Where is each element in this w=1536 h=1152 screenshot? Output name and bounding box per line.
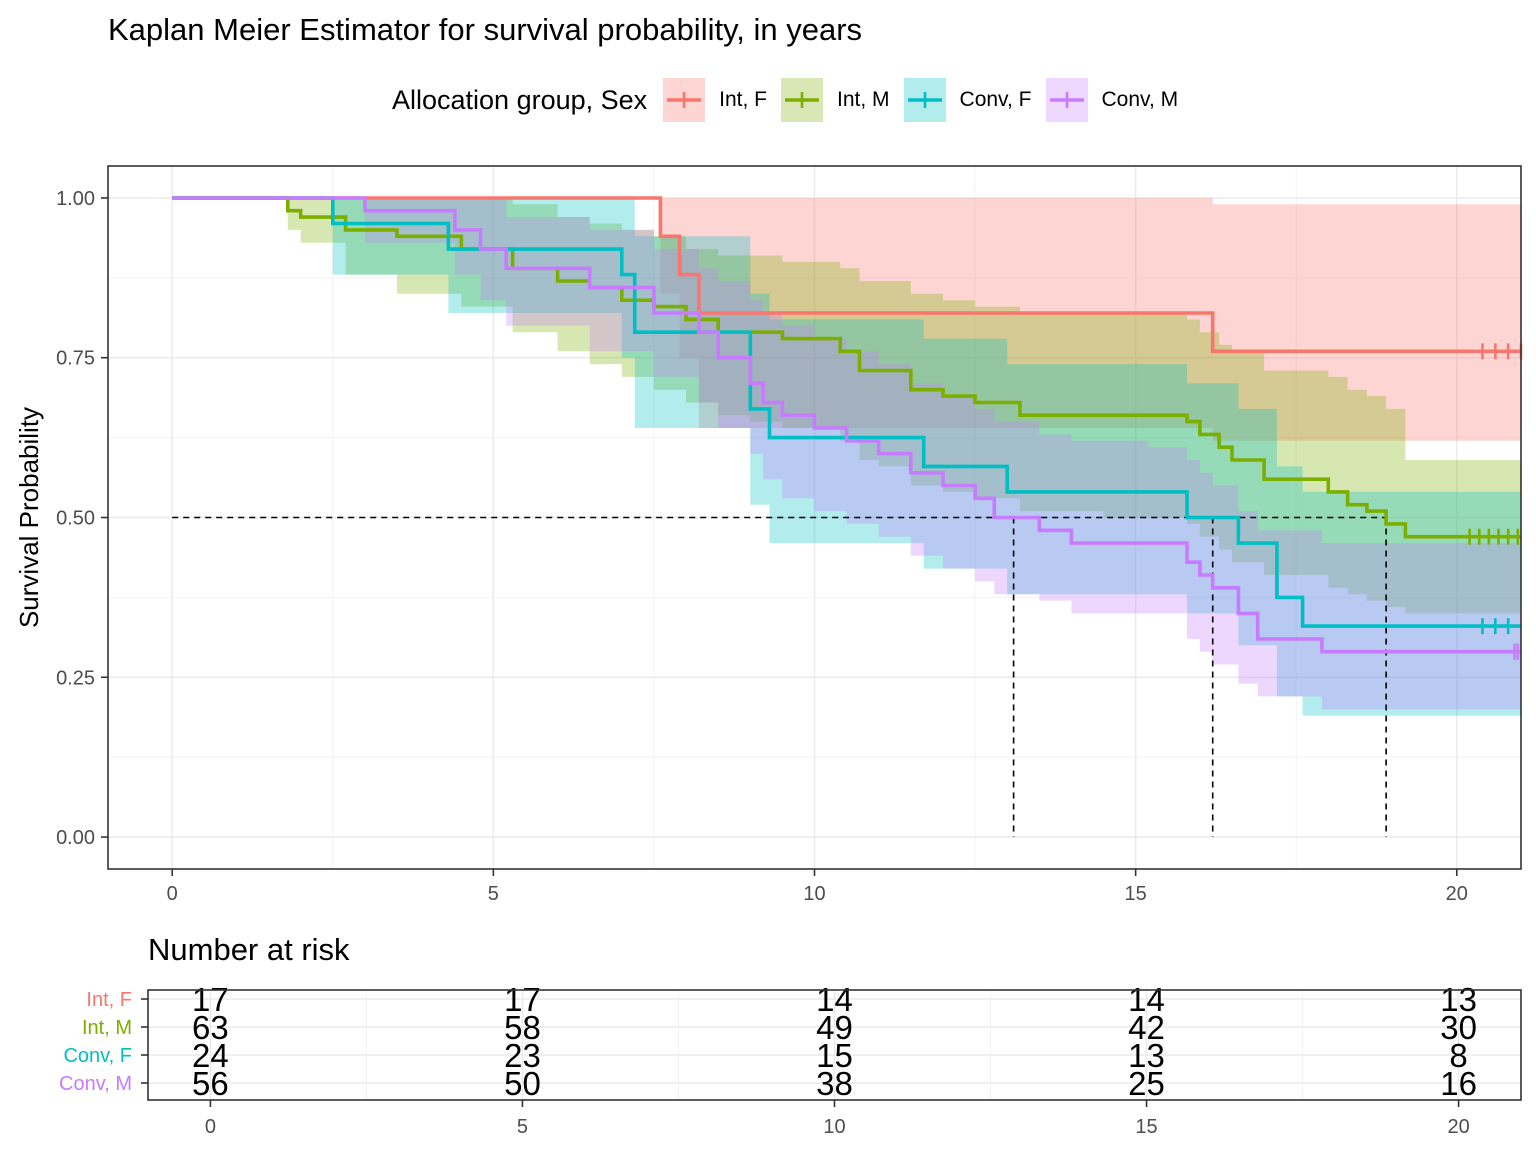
y-tick-label: 0.50 bbox=[56, 508, 95, 530]
legend-label-conv-f: Conv, F bbox=[959, 88, 1032, 111]
confidence-band-conv-f bbox=[172, 198, 1522, 716]
risk-count-conv-m: 38 bbox=[816, 1065, 853, 1102]
risk-count-int-m: 63 bbox=[192, 1009, 229, 1046]
confidence-band-conv-m bbox=[172, 198, 1522, 710]
y-tick-label: 0.00 bbox=[56, 827, 95, 849]
risk-count-conv-f: 15 bbox=[816, 1037, 853, 1074]
y-tick-label: 1.00 bbox=[56, 188, 95, 210]
legend-key-graphic bbox=[663, 78, 706, 122]
confidence-band-int-f bbox=[172, 198, 1522, 441]
legend-label-conv-m: Conv, M bbox=[1101, 88, 1179, 111]
risk-count-int-m: 30 bbox=[1440, 1009, 1477, 1046]
x-tick-label: 10 bbox=[803, 883, 825, 905]
y-tick-label: 0.25 bbox=[56, 667, 95, 689]
legend-key-graphic bbox=[1045, 78, 1088, 122]
survival-plot: 0 5 10 15 20 0.00 0.25 0.50 0.75 1.00 Survival Pro… bbox=[14, 165, 1523, 905]
risk-count-int-m: 42 bbox=[1128, 1009, 1165, 1046]
legend-key-int-m bbox=[781, 78, 824, 122]
risk-x-tick-label: 5 bbox=[517, 1116, 528, 1138]
risk-count-conv-m: 25 bbox=[1128, 1065, 1165, 1102]
survival-curve-int-f bbox=[172, 196, 1521, 354]
risk-row-label-conv-f: Conv, F bbox=[63, 1045, 132, 1067]
risk-x-tick-label: 10 bbox=[823, 1116, 845, 1138]
y-tick-label: 0.75 bbox=[56, 348, 95, 370]
risk-row-label-int-m: Int, M bbox=[82, 1017, 132, 1039]
risk-count-conv-m: 50 bbox=[504, 1065, 541, 1102]
x-tick-label: 0 bbox=[167, 883, 178, 905]
chart-title: Kaplan Meier Estimator for survival prob… bbox=[108, 12, 863, 47]
legend: Allocation group, Sex Int, F Int, M Conv… bbox=[392, 78, 1192, 122]
x-tick-label: 5 bbox=[488, 883, 499, 905]
legend-label-int-m: Int, M bbox=[837, 88, 890, 111]
risk-count-conv-m: 56 bbox=[192, 1065, 229, 1102]
confidence-band-int-m bbox=[172, 198, 1522, 614]
risk-count-int-f: 14 bbox=[1128, 981, 1165, 1018]
legend-item-conv-f: Conv, F bbox=[903, 78, 1032, 122]
risk-x-tick-label: 20 bbox=[1447, 1116, 1469, 1138]
risk-count-conv-f: 23 bbox=[504, 1037, 541, 1074]
risk-count-int-m: 58 bbox=[504, 1009, 541, 1046]
legend-title: Allocation group, Sex bbox=[392, 84, 648, 115]
risk-row-label-int-f: Int, F bbox=[86, 989, 132, 1011]
risk-count-int-f: 17 bbox=[192, 981, 229, 1018]
legend-key-conv-f bbox=[903, 78, 946, 122]
legend-item-conv-m: Conv, M bbox=[1045, 78, 1179, 122]
x-tick-label: 15 bbox=[1125, 883, 1147, 905]
risk-count-int-f: 13 bbox=[1440, 981, 1477, 1018]
legend-item-int-f: Int, F bbox=[663, 78, 767, 122]
risk-count-int-m: 49 bbox=[816, 1009, 853, 1046]
y-axis-label: Survival Probability bbox=[14, 407, 44, 628]
risk-x-tick-label: 15 bbox=[1135, 1116, 1157, 1138]
risk-x-tick-label: 0 bbox=[205, 1116, 216, 1138]
legend-key-int-f bbox=[663, 78, 706, 122]
risk-count-int-f: 17 bbox=[504, 981, 541, 1018]
risk-count-int-f: 14 bbox=[816, 981, 853, 1018]
legend-label-int-f: Int, F bbox=[719, 88, 768, 111]
risk-count-conv-f: 24 bbox=[192, 1037, 229, 1074]
legend-item-int-m: Int, M bbox=[781, 78, 890, 122]
risk-count-conv-m: 16 bbox=[1440, 1065, 1477, 1102]
legend-key-graphic bbox=[781, 78, 824, 122]
risk-count-conv-f: 13 bbox=[1128, 1037, 1165, 1074]
risk-count-conv-f: 8 bbox=[1449, 1037, 1467, 1074]
x-tick-label: 20 bbox=[1446, 883, 1468, 905]
legend-key-conv-m bbox=[1045, 78, 1088, 122]
legend-key-graphic bbox=[903, 78, 946, 122]
risk-table-title: Number at risk bbox=[148, 932, 350, 967]
survival-curve-conv-m bbox=[172, 196, 1521, 654]
risk-row-label-conv-m: Conv, M bbox=[59, 1073, 132, 1095]
